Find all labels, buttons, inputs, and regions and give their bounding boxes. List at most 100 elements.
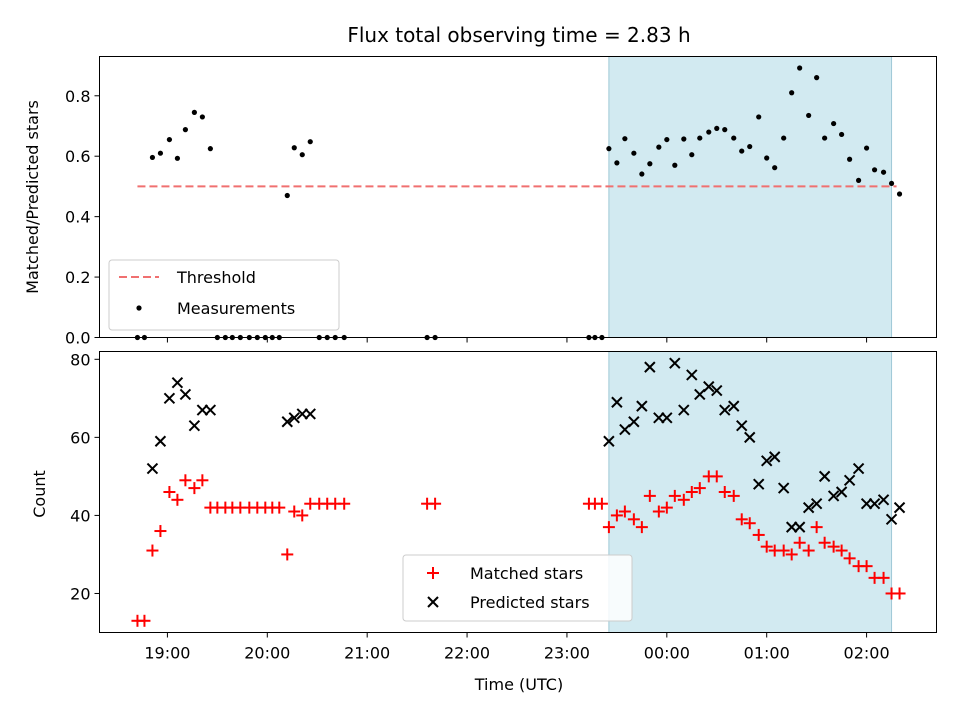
measurement-point (896, 191, 903, 197)
measurement-point (822, 135, 828, 141)
y-tick-label: 80 (70, 350, 90, 369)
measurement-point (299, 152, 305, 158)
predicted-star-point-b (686, 369, 698, 381)
measurement-point (839, 131, 845, 138)
measurement-point (174, 155, 181, 161)
matched-star-point (793, 536, 806, 549)
matched-star-point (163, 486, 176, 498)
measurement-point (747, 143, 753, 150)
predicted-star-point-b (661, 412, 673, 424)
predicted-star-point-b (703, 380, 715, 393)
predicted-star-point (171, 377, 184, 389)
matched-star-point (188, 482, 201, 495)
predicted-legend-label: Predicted stars (470, 593, 590, 612)
measurement-point (622, 136, 628, 142)
measurement-point (722, 127, 728, 133)
matched-star-point (785, 548, 798, 561)
measurement-point (672, 162, 678, 168)
measurement-point (291, 145, 297, 151)
measurement-point (772, 165, 778, 171)
x-tick-label: 22:00 (444, 644, 490, 663)
predicted-star-point-b (760, 455, 773, 467)
measurement-point (806, 112, 812, 119)
measurement-point (797, 65, 803, 71)
ratio-legend: Threshold Measurements (108, 259, 340, 331)
matched-star-point (735, 513, 748, 526)
matched-star-point (835, 544, 848, 557)
matched-star-point (171, 493, 184, 506)
predicted-star-point-b (835, 486, 848, 498)
predicted-star-point-b (753, 478, 765, 490)
matched-star-point (893, 587, 906, 600)
predicted-star-point-b (843, 474, 856, 486)
predicted-star-point (719, 404, 731, 416)
count-legend-box (402, 554, 633, 622)
x-tick-label: 21:00 (344, 644, 390, 663)
ratio-panel: 0.00.20.40.60.8 Matched/Predicted stars … (23, 56, 937, 348)
predicted-star-point-b (669, 357, 681, 369)
measurement-point (831, 120, 837, 127)
predicted-star-point-b (281, 416, 293, 428)
predicted-star-point (678, 404, 690, 416)
x-tick-label: 00:00 (644, 644, 690, 663)
predicted-star-point (802, 501, 815, 514)
matched-star-point (196, 474, 209, 487)
predicted-star-point-b (852, 462, 865, 475)
measurement-point (847, 156, 853, 162)
measurement-point (639, 171, 645, 177)
matched-star-point (802, 544, 815, 557)
predicted-star-point-b (603, 435, 615, 447)
measurement-point (191, 109, 197, 115)
count-y-axis-title: Count (30, 470, 49, 518)
predicted-star-point-b (728, 400, 740, 412)
predicted-star-point (711, 384, 723, 397)
predicted-star-point (744, 431, 756, 444)
predicted-star-point-b (154, 435, 167, 447)
predicted-star-point (669, 357, 681, 369)
predicted-star-point-b (636, 400, 648, 412)
predicted-star-point-b (868, 498, 881, 510)
measurement-point (149, 154, 156, 161)
predicted-star-point-b (288, 412, 300, 424)
measurement-point (888, 180, 895, 187)
predicted-star-point-b (810, 498, 823, 510)
x-axis-title: Time (UTC) (474, 675, 563, 694)
x-tick-label: 19:00 (144, 644, 190, 663)
measurement-point (863, 145, 870, 151)
x-tick-label: 23:00 (544, 644, 590, 663)
predicted-star-point-b (304, 408, 316, 420)
matched-star-point (752, 528, 765, 541)
matched-star-point (296, 509, 309, 522)
predicted-star-point (768, 451, 781, 463)
predicted-star-point (835, 486, 848, 498)
y-tick-label: 0.0 (65, 329, 90, 348)
matched-star-point (154, 525, 167, 538)
x-tick-label: 01:00 (744, 644, 790, 663)
predicted-star-point (852, 462, 865, 475)
predicted-star-point (843, 474, 856, 486)
predicted-star-point (827, 490, 840, 502)
matched-star-point (660, 501, 673, 514)
predicted-star-point (893, 501, 906, 514)
matched-star-point (810, 521, 823, 534)
predicted-star-point (760, 455, 773, 467)
measurement-point (739, 148, 745, 154)
matched-star-point (693, 482, 706, 495)
measurements-legend-label: Measurements (177, 299, 295, 318)
predicted-star-point (154, 435, 167, 447)
predicted-star-point-b (877, 494, 890, 506)
measurement-point (714, 125, 720, 132)
matched-star-point (610, 509, 623, 522)
predicted-star-point (603, 435, 615, 447)
matched-star-point (281, 548, 294, 561)
predicted-star-point (703, 380, 715, 393)
y-tick-label: 0.8 (65, 87, 90, 106)
measurement-point (647, 161, 653, 167)
predicted-star-point (694, 388, 706, 401)
matched-star-point (138, 614, 151, 627)
predicted-star-point-b (611, 396, 623, 408)
predicted-star-point-b (827, 490, 840, 502)
matched-star-point (718, 486, 731, 498)
predicted-star-point (686, 369, 698, 381)
y-tick-label: 20 (70, 584, 90, 603)
